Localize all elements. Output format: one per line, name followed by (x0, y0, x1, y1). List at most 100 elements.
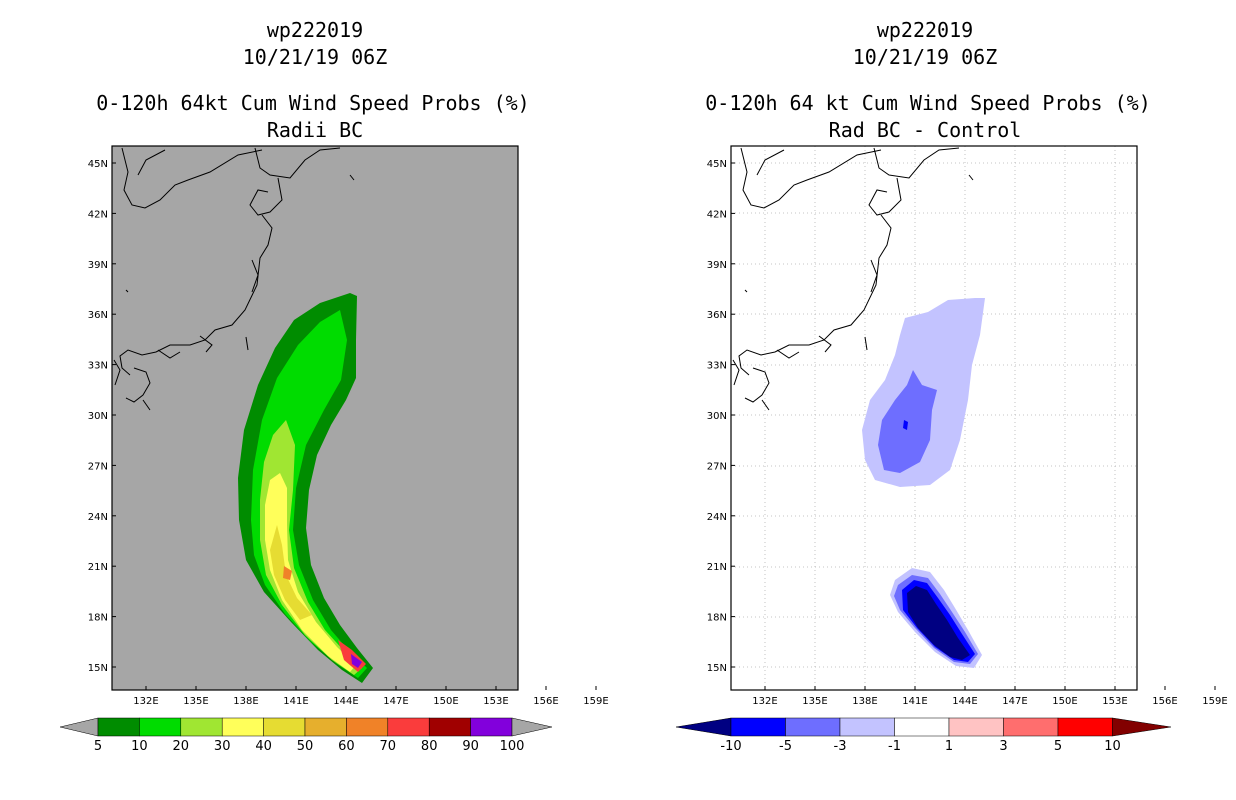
left-map (111, 145, 519, 691)
right-diff-north-minus5-dot (903, 420, 908, 430)
left-lat-label: 30N (88, 411, 108, 422)
right-lat-labels: 45N 42N 39N 36N 33N 30N 27N 24N 21N 18N 15N (707, 159, 735, 674)
left-colorbar-swatch (221, 717, 264, 737)
right-lon-label: 141E (902, 696, 927, 707)
left-lat-label: 45N (88, 159, 108, 170)
left-lat-label: 21N (88, 562, 108, 573)
left-lon-label: 147E (383, 696, 408, 707)
left-lat-label: 27N (88, 461, 108, 472)
right-colorbar-swatch (730, 717, 786, 737)
left-colorbar-swatch (470, 717, 513, 737)
right-colorbar-label: 5 (1054, 739, 1062, 754)
right-lon-label: 147E (1002, 696, 1027, 707)
left-lat-label: 15N (88, 663, 108, 674)
left-colorbar-swatch (428, 717, 471, 737)
right-lat-label: 33N (707, 361, 727, 372)
left-lat-label: 39N (88, 260, 108, 271)
left-swath-60pct (283, 566, 292, 580)
right-lon-label: 156E (1152, 696, 1177, 707)
left-title-storm: wp222019 (266, 18, 364, 42)
right-lat-label: 24N (707, 512, 727, 523)
left-colorbar-label: 90 (462, 739, 479, 754)
right-colorbar-label: 1 (945, 739, 953, 754)
right-lat-label: 36N (707, 310, 727, 321)
left-colorbar-label: 80 (421, 739, 438, 754)
right-map-frame (730, 145, 1138, 691)
right-colorbar-swatch (894, 717, 950, 737)
left-colorbar-label: 5 (94, 739, 102, 754)
left-lon-label: 156E (533, 696, 558, 707)
left-colorbar-label: 40 (255, 739, 272, 754)
left-colorbar-swatch (139, 717, 182, 737)
left-lon-label: 150E (433, 696, 458, 707)
right-lat-label: 45N (707, 159, 727, 170)
left-colorbar-swatch (263, 717, 306, 737)
right-colorbar-swatch (1003, 717, 1059, 737)
right-title-storm: wp222019 (876, 18, 974, 42)
right-title-time: 10/21/19 06Z (852, 45, 998, 69)
right-lat-label: 39N (707, 260, 727, 271)
right-colorbar-swatch (785, 717, 841, 737)
left-swath-20pct (260, 420, 362, 675)
right-lat-label: 27N (707, 461, 727, 472)
left-lat-label: 36N (88, 310, 108, 321)
left-colorbar-label: 50 (297, 739, 314, 754)
right-map (730, 145, 1138, 691)
right-diff-south-minus10 (907, 586, 970, 660)
left-colorbar-label: 100 (500, 739, 525, 754)
left-lat-label: 24N (88, 512, 108, 523)
left-colorbar-swatch (387, 717, 430, 737)
left-lon-label: 159E (583, 696, 608, 707)
right-lon-label: 159E (1202, 696, 1227, 707)
left-lat-labels: 45N 42N 39N 36N 33N 30N 27N 24N 21N 18N 15N (88, 159, 116, 674)
left-colorbar-label: 30 (214, 739, 231, 754)
left-colorbar: 5 10 20 30 40 50 60 70 80 90 100 (59, 717, 553, 754)
right-coastlines (732, 147, 974, 411)
left-lon-labels: 132E 135E 138E 141E 144E 147E 150E 153E 156E 159E (133, 686, 609, 707)
left-colorbar-swatch (97, 717, 140, 737)
left-colorbar-label: 60 (338, 739, 355, 754)
right-lon-label: 138E (852, 696, 877, 707)
right-lon-label: 153E (1102, 696, 1127, 707)
right-colorbar-swatch (948, 717, 1004, 737)
left-colorbar-low-arrow (59, 717, 99, 737)
right-title-product: 0-120h 64 kt Cum Wind Speed Probs (%) (705, 91, 1151, 115)
left-colorbar-swatch (180, 717, 223, 737)
left-colorbar-swatch (346, 717, 389, 737)
left-title-subtitle: Radii BC (266, 118, 364, 142)
right-lat-label: 15N (707, 663, 727, 674)
right-colorbar-label: 3 (999, 739, 1007, 754)
right-colorbar-swatch (1057, 717, 1113, 737)
right-colorbar-label: 10 (1104, 739, 1121, 754)
left-lat-label: 42N (88, 209, 108, 220)
left-lon-label: 141E (283, 696, 308, 707)
right-colorbar-label: -10 (720, 739, 741, 754)
left-swath-40pct (270, 525, 312, 620)
right-colorbar-label: -5 (779, 739, 792, 754)
right-colorbar-low-arrow (675, 717, 732, 737)
left-lon-label: 132E (133, 696, 158, 707)
right-colorbar-label: -3 (834, 739, 847, 754)
left-colorbar-label: 20 (173, 739, 190, 754)
left-title-time: 10/21/19 06Z (242, 45, 388, 69)
right-lat-label: 18N (707, 613, 727, 624)
right-lon-label: 135E (802, 696, 827, 707)
right-colorbar-swatch (839, 717, 895, 737)
right-lat-label: 30N (707, 411, 727, 422)
left-colorbar-high-arrow (511, 717, 553, 737)
left-coastlines (113, 147, 355, 411)
right-lon-label: 132E (752, 696, 777, 707)
left-swath-90pct-tip (351, 654, 362, 668)
right-lat-label: 21N (707, 562, 727, 573)
right-lon-label: 150E (1052, 696, 1077, 707)
left-lat-label: 33N (88, 361, 108, 372)
right-lat-label: 42N (707, 209, 727, 220)
left-title-product: 0-120h 64kt Cum Wind Speed Probs (%) (96, 91, 530, 115)
left-colorbar-swatch (304, 717, 347, 737)
right-colorbar-high-arrow (1112, 717, 1172, 737)
right-lon-labels: 132E 135E 138E 141E 144E 147E 150E 153E 156E 159E (752, 686, 1228, 707)
left-lon-label: 144E (333, 696, 358, 707)
left-lat-label: 18N (88, 613, 108, 624)
right-lon-label: 144E (952, 696, 977, 707)
